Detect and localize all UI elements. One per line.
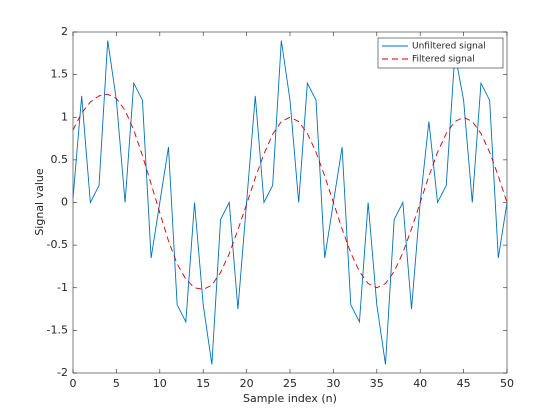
y-tick-label: 0.5 — [51, 153, 69, 166]
x-axis-label: Sample index (n) — [243, 392, 337, 405]
plot-area — [72, 31, 508, 374]
y-tick-label: 1.5 — [51, 68, 69, 81]
x-tick-label: 50 — [500, 377, 514, 390]
x-tick-label: 40 — [413, 377, 427, 390]
y-tick-label: -1.5 — [47, 323, 68, 336]
x-tick-label: 25 — [283, 377, 297, 390]
y-tick-label: 0 — [61, 196, 68, 209]
x-tick-label: 35 — [370, 377, 384, 390]
legend-label: Unfiltered signal — [412, 42, 486, 52]
series-line — [72, 40, 508, 365]
y-tick-label: 1 — [61, 110, 68, 123]
y-tick-label: -2 — [57, 366, 68, 379]
y-tick-label: -0.5 — [47, 238, 68, 251]
y-tick-label: -1 — [57, 281, 68, 294]
x-tick-label: 0 — [70, 377, 77, 390]
legend-label: Filtered signal — [412, 55, 475, 65]
x-tick-label: 5 — [113, 377, 120, 390]
x-tick-label: 15 — [196, 377, 210, 390]
x-tick-label: 20 — [240, 377, 254, 390]
series-line — [72, 93, 508, 290]
x-tick-label: 10 — [153, 377, 167, 390]
y-tick-label: 2 — [61, 25, 68, 38]
x-tick-label: 45 — [457, 377, 471, 390]
y-axis-label: Signal value — [33, 168, 46, 236]
legend-box — [377, 37, 504, 69]
x-tick-label: 30 — [326, 377, 340, 390]
